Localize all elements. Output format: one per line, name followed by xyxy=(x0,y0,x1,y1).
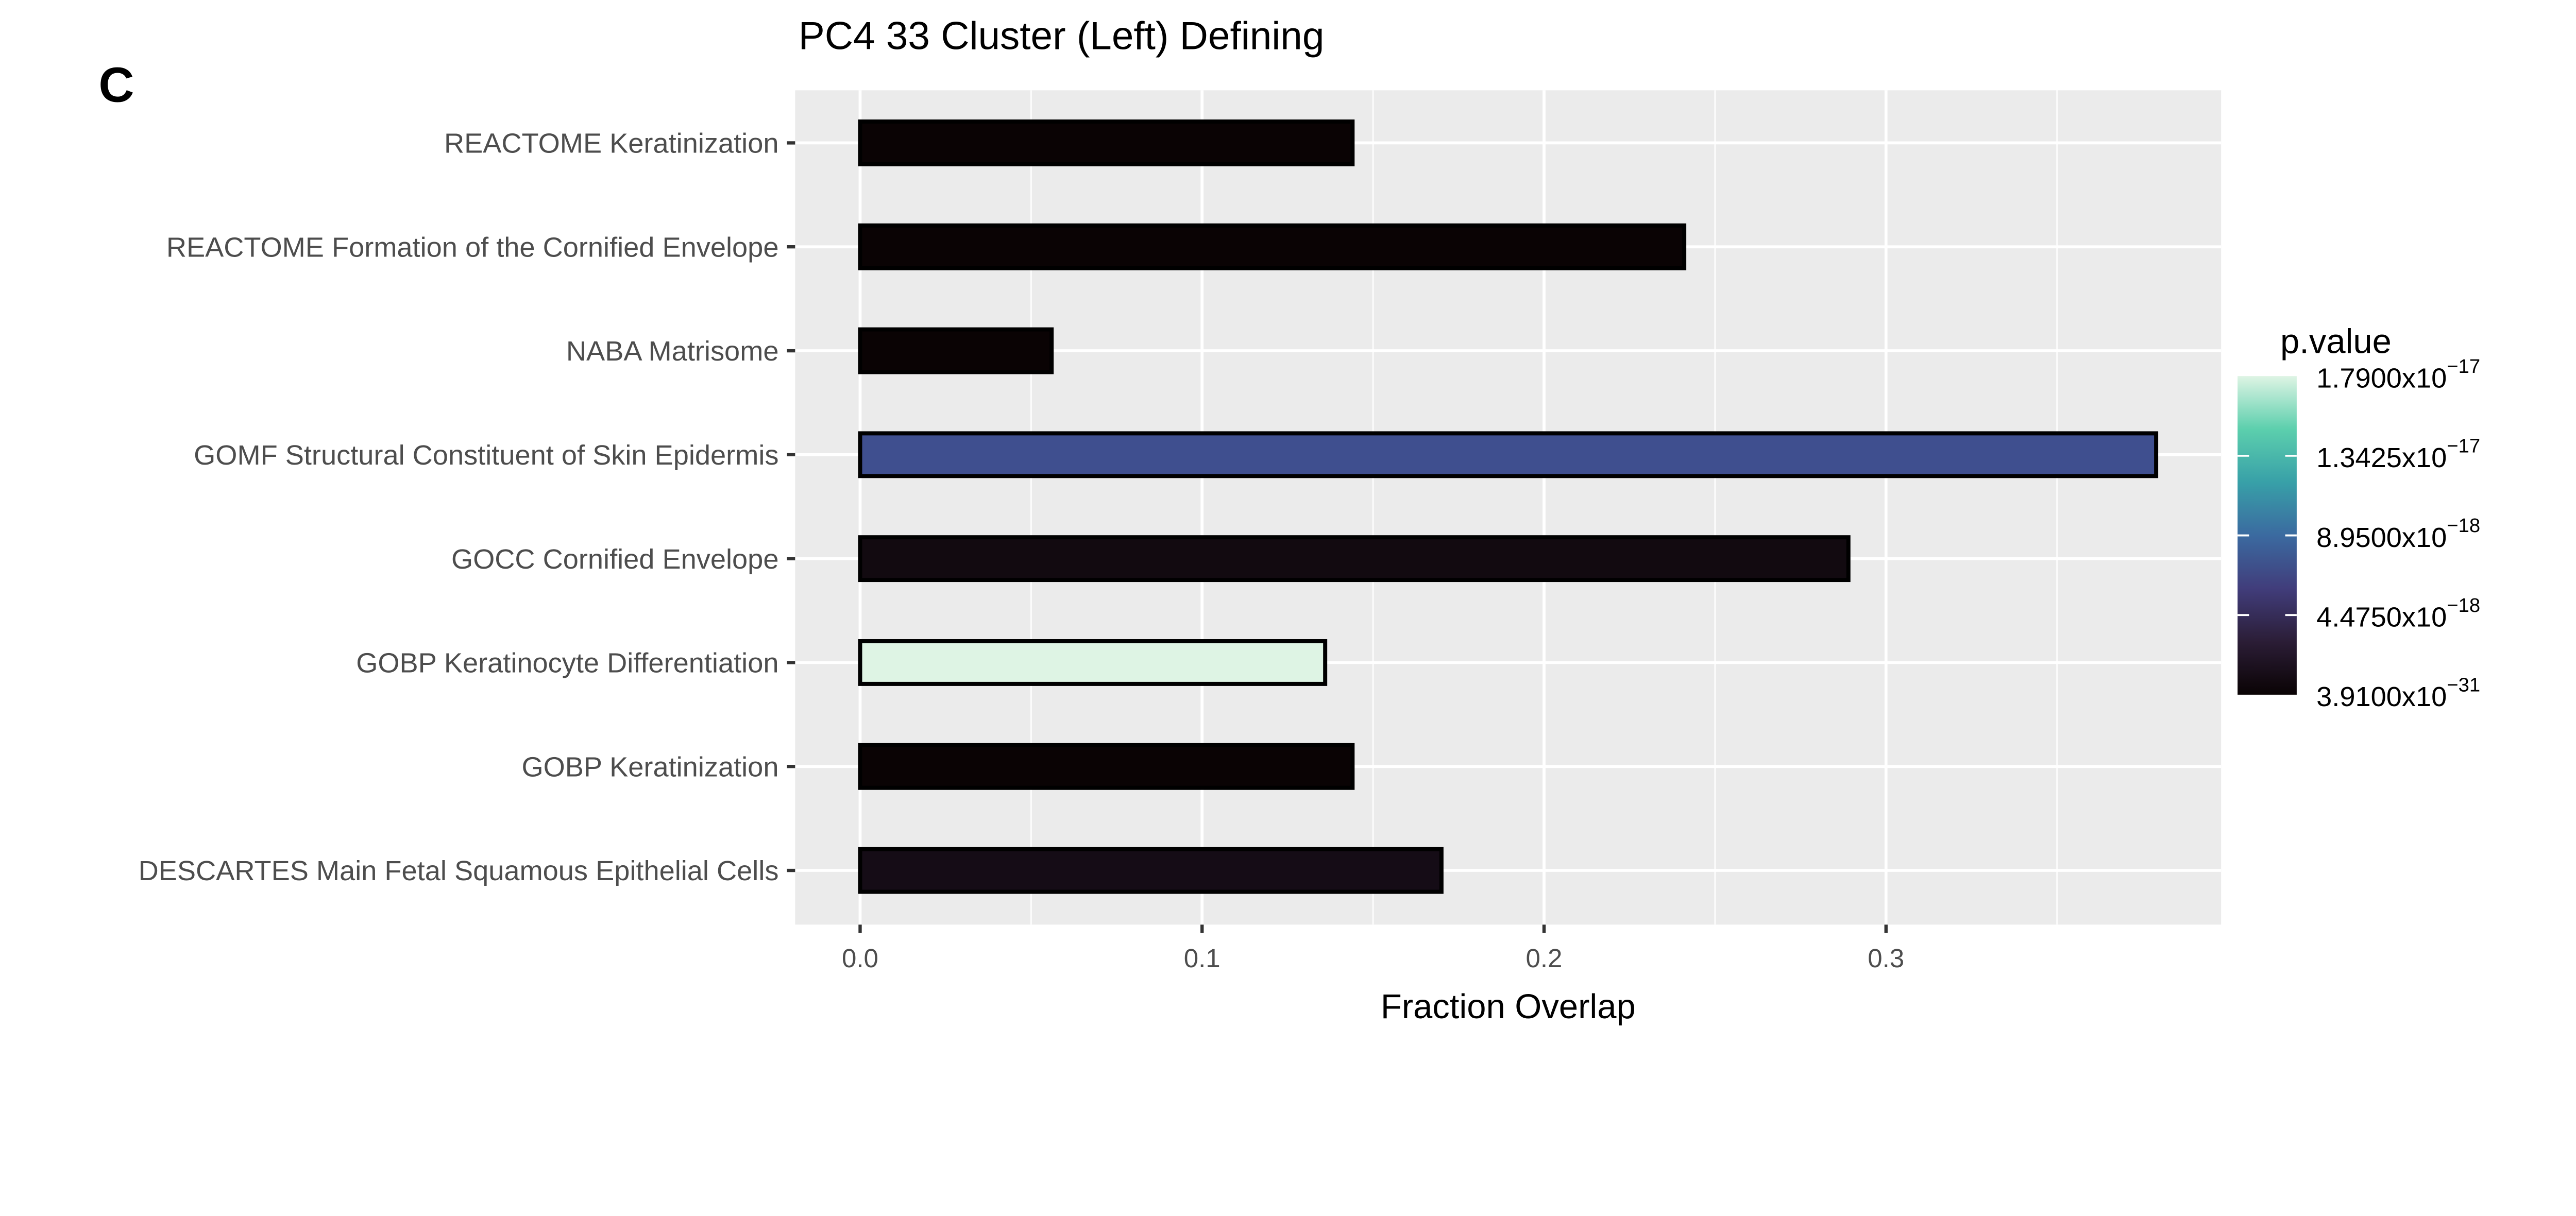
chart-title: PC4 33 Cluster (Left) Defining xyxy=(799,14,1325,58)
y-tick-label: GOBP Keratinocyte Differentiation xyxy=(356,648,778,679)
x-tick-label: 0.0 xyxy=(842,944,878,973)
legend-label: 1.7900x10−17 xyxy=(2316,355,2480,394)
plot-panel xyxy=(795,90,2222,925)
bar xyxy=(858,639,1328,686)
y-tick-label: GOCC Cornified Envelope xyxy=(451,544,779,575)
y-tick-label: DESCARTES Main Fetal Squamous Epithelial… xyxy=(139,855,779,886)
y-tick-label: GOBP Keratinization xyxy=(521,751,778,782)
y-tick-label: GOMF Structural Constituent of Skin Epid… xyxy=(194,440,778,471)
panel-label: C xyxy=(98,58,134,113)
y-tick-label: NABA Matrisome xyxy=(566,336,779,367)
legend-label: 1.3425x10−17 xyxy=(2316,435,2480,474)
bar xyxy=(858,223,1687,270)
bar xyxy=(858,535,1851,583)
legend: p.value 1.7900x10−17 1.3425x10−17 8.9500x1… xyxy=(2238,322,2480,712)
bar xyxy=(858,431,2159,478)
x-tick-label: 0.2 xyxy=(1526,944,1563,973)
bar xyxy=(858,327,1054,374)
bar xyxy=(858,847,1444,894)
bar xyxy=(858,119,1355,166)
legend-title: p.value xyxy=(2280,322,2392,361)
bar-chart: C PC4 33 Cluster (Left) Defining REACTOM… xyxy=(98,14,2480,1026)
legend-label: 8.9500x10−18 xyxy=(2316,515,2480,553)
x-tick-label: 0.1 xyxy=(1184,944,1221,973)
y-tick-label: REACTOME Keratinization xyxy=(444,128,778,159)
legend-label: 3.9100x10−31 xyxy=(2316,674,2480,712)
y-tick-label: REACTOME Formation of the Cornified Enve… xyxy=(166,232,779,263)
legend-label: 4.4750x10−18 xyxy=(2316,594,2480,633)
x-axis-title: Fraction Overlap xyxy=(1381,987,1636,1026)
x-tick-label: 0.3 xyxy=(1868,944,1904,973)
bar xyxy=(858,743,1355,790)
